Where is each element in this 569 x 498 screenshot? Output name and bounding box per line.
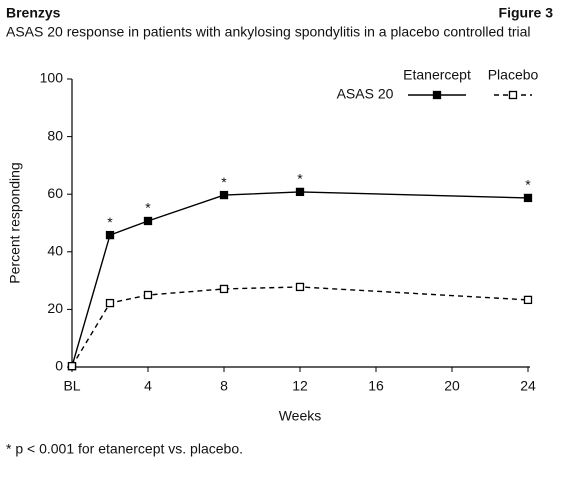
y-tick-label: 20 [47,300,63,316]
data-point [219,284,229,294]
data-point [219,190,229,200]
legend-marker [508,90,518,100]
y-tick-label: 40 [47,243,63,259]
significance-marker: * [145,200,151,216]
data-point [105,230,115,240]
significance-marker: * [107,214,113,230]
data-point [105,298,115,308]
data-point [523,193,533,203]
data-point [523,295,533,305]
legend-label: Placebo [488,67,539,83]
x-tick-label: BL [63,378,80,394]
y-tick-label: 0 [55,358,63,374]
x-tick-label: 8 [220,378,228,394]
chart-title: ASAS 20 response in patients with ankylo… [6,24,531,40]
y-tick-label: 80 [47,127,63,143]
legend-label: Etanercept [403,67,471,83]
x-tick-label: 12 [292,378,308,394]
x-tick-label: 16 [368,378,384,394]
x-tick-label: 24 [520,378,536,394]
series-line [71,286,529,367]
data-point [67,361,77,371]
data-point [143,216,153,226]
footnote: * p < 0.001 for etanercept vs. placebo. [6,441,243,457]
significance-marker: * [221,174,227,190]
figure-label: Figure 3 [499,5,554,21]
x-axis-label: Weeks [279,408,322,424]
legend-marker [432,90,442,100]
x-tick-label: 20 [444,378,460,394]
significance-marker: * [297,171,303,187]
significance-marker: * [525,177,531,193]
data-point [295,187,305,197]
y-tick-label: 60 [47,185,63,201]
series-line [71,191,529,367]
y-tick-label: 100 [40,70,64,86]
header-title: Brenzys [6,5,61,21]
data-point [143,290,153,300]
x-tick-label: 4 [144,378,152,394]
legend-title: ASAS 20 [337,86,394,102]
data-point [295,282,305,292]
y-axis-label: Percent responding [7,162,23,283]
